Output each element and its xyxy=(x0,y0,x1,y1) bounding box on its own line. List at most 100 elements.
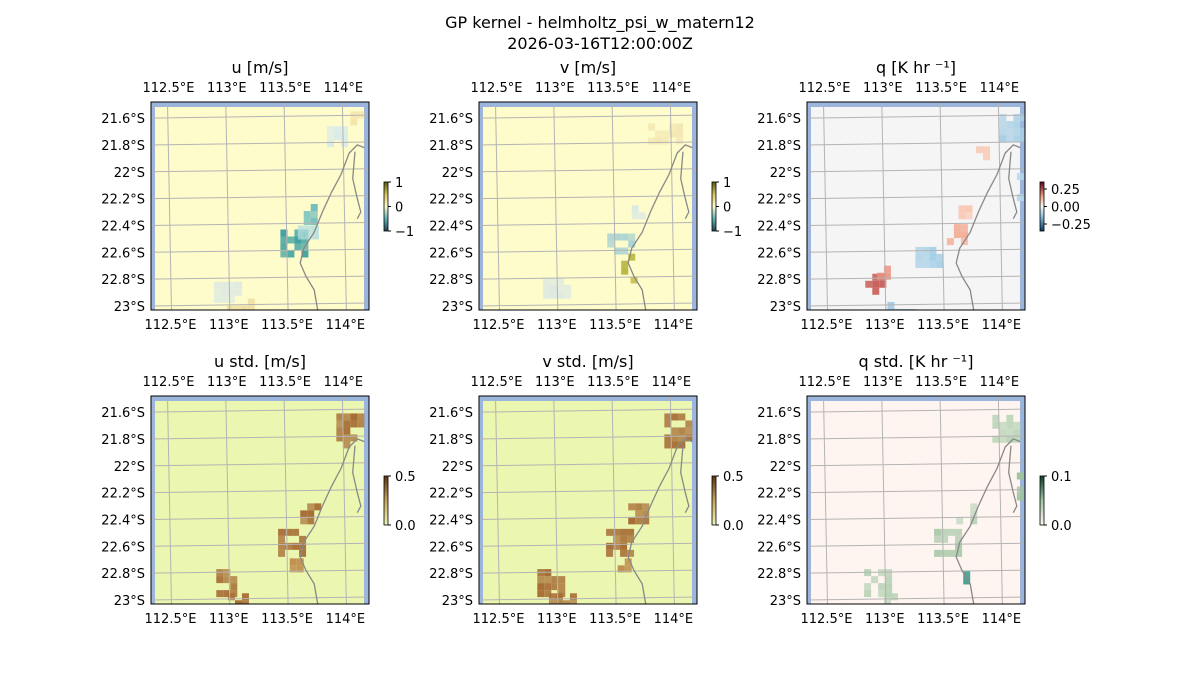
data-cell xyxy=(569,593,577,601)
ocean-edge-top xyxy=(807,396,1025,401)
ocean-edge-right xyxy=(692,396,697,604)
ocean-edge-left xyxy=(479,102,483,310)
data-cell xyxy=(908,308,916,310)
data-patch xyxy=(631,205,646,220)
data-cell xyxy=(564,284,572,292)
data-cell xyxy=(676,123,684,131)
data-cell xyxy=(280,250,288,258)
data-cell xyxy=(970,510,978,518)
colorbar-tick-label: −1 xyxy=(723,225,742,240)
colorbar xyxy=(1039,181,1045,232)
coastline-spit xyxy=(680,151,690,220)
data-cell xyxy=(292,528,300,536)
data-cell xyxy=(628,233,636,241)
coastline xyxy=(627,144,693,310)
data-cell xyxy=(929,260,937,268)
data-cell xyxy=(901,308,909,310)
data-cell xyxy=(948,528,956,536)
y-tick-label: 22.2°S xyxy=(429,487,473,502)
data-cell xyxy=(885,576,893,584)
y-tick-label: 22.6°S xyxy=(101,540,145,555)
x-tick-label-top: 113.5°E xyxy=(259,81,311,96)
coastline xyxy=(955,438,1021,604)
coastline xyxy=(299,438,365,604)
data-cell xyxy=(664,434,672,442)
x-tick-label-top: 114°E xyxy=(324,81,364,96)
data-cell xyxy=(627,535,635,543)
data-cell xyxy=(678,441,686,449)
data-cell xyxy=(922,260,930,268)
x-tick-label-top: 114°E xyxy=(980,375,1020,390)
data-cell xyxy=(934,535,942,543)
data-patch xyxy=(621,253,636,275)
data-cell xyxy=(336,420,344,428)
gridline-lon xyxy=(341,396,347,604)
panel-title: q [K hr ⁻¹] xyxy=(876,58,956,77)
gridline-lat xyxy=(479,302,697,307)
data-cell xyxy=(642,517,650,525)
colorbar-tick-label: 0.0 xyxy=(395,519,416,534)
y-tick-label: 22.8°S xyxy=(101,273,145,288)
y-tick-label: 22.4°S xyxy=(429,513,473,528)
data-cell xyxy=(1006,128,1014,136)
data-cell xyxy=(213,288,221,296)
y-tick-label: 22.8°S xyxy=(429,567,473,582)
data-cell xyxy=(569,600,577,604)
data-cell xyxy=(230,583,238,591)
gridline-lat xyxy=(807,408,1025,413)
map-background xyxy=(151,396,369,604)
data-cell xyxy=(297,232,305,240)
data-cell xyxy=(999,435,1007,443)
panel-v_std: v std. [m/s] 112.5°E 112.5°E 113°E 113°E 113.… xyxy=(429,352,743,627)
data-cell xyxy=(621,260,629,268)
data-cell xyxy=(334,133,342,141)
data-cell xyxy=(564,291,572,299)
gridline-lat xyxy=(807,515,1025,520)
y-tick-label: 21.6°S xyxy=(429,406,473,421)
data-cell xyxy=(285,528,293,536)
data-cell xyxy=(878,583,886,591)
data-cell xyxy=(958,205,966,213)
data-cell xyxy=(289,565,297,573)
data-cell xyxy=(955,535,963,543)
gridline-lon xyxy=(341,102,347,310)
map-frame xyxy=(150,395,370,605)
x-tick-label-top: 113°E xyxy=(207,375,247,390)
x-tick-label-top: 113°E xyxy=(535,375,575,390)
data-cell xyxy=(678,413,686,421)
y-tick-label: 22.8°S xyxy=(757,273,801,288)
data-cell xyxy=(307,503,315,511)
data-cell xyxy=(872,273,880,281)
colorbar-tick-label: 0.25 xyxy=(1051,183,1080,198)
data-cell xyxy=(960,224,968,232)
data-cell xyxy=(915,253,923,261)
data-cell xyxy=(948,549,956,557)
y-tick-label: 21.8°S xyxy=(101,139,145,154)
gridline-lon xyxy=(997,396,1003,604)
data-cell xyxy=(648,137,656,145)
x-tick-label-bottom: 113°E xyxy=(865,318,905,333)
data-cell xyxy=(607,240,615,248)
ocean-edge-left xyxy=(151,102,155,310)
data-cell xyxy=(655,137,663,145)
data-cell xyxy=(292,542,300,550)
data-cell xyxy=(213,281,221,289)
data-patch xyxy=(1016,173,1024,202)
data-cell xyxy=(350,434,358,442)
data-cell xyxy=(1013,128,1021,136)
data-cell xyxy=(278,528,286,536)
gridline-lon xyxy=(494,396,500,604)
data-cell xyxy=(999,428,1007,436)
data-cell xyxy=(1006,121,1014,129)
y-tick-label: 22.2°S xyxy=(101,487,145,502)
data-cell xyxy=(958,212,966,220)
data-cell xyxy=(1013,135,1021,143)
gridline-lon xyxy=(166,396,172,604)
data-cell xyxy=(635,510,643,518)
panel-title: q std. [K hr ⁻¹] xyxy=(859,352,974,371)
data-cell xyxy=(1020,128,1025,136)
data-cell xyxy=(343,427,351,435)
data-cell xyxy=(887,301,895,309)
data-patch xyxy=(883,593,898,604)
gridline-lat xyxy=(151,141,369,146)
